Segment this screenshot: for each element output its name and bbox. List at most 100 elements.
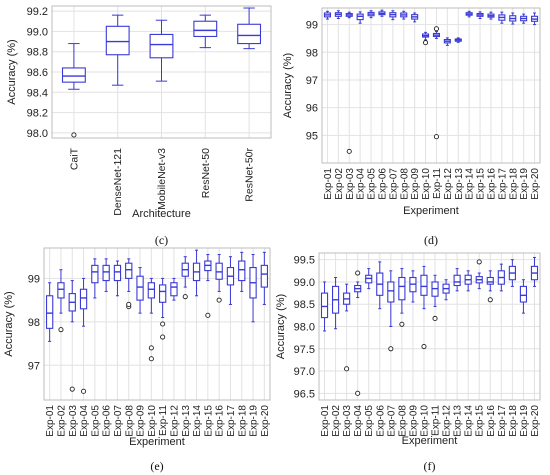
outlier-point: [346, 148, 352, 154]
x-tick-label: Exp-03: [345, 168, 356, 200]
x-tick-label: ResNet-50: [200, 148, 212, 198]
iqr-box: [102, 264, 110, 282]
iqr-box: [125, 262, 133, 279]
y-axis-label: Accuracy (%): [275, 294, 287, 359]
x-tick-label: Exp-13: [454, 168, 465, 200]
outlier-point: [487, 297, 493, 303]
x-tick-label: Exp-16: [215, 405, 226, 437]
iqr-box: [193, 20, 218, 38]
box-Exp-06: [376, 261, 384, 310]
x-tick-label: Exp-17: [497, 168, 508, 200]
x-tick-label: Exp-10: [421, 168, 432, 200]
x-tick-label: Exp-15: [203, 405, 214, 437]
outlier-point: [148, 356, 154, 362]
box-ResNet-50: [193, 14, 218, 49]
x-tick-label: Exp-02: [334, 168, 345, 200]
outlier-point: [388, 346, 394, 352]
box-Exp-09: [136, 267, 144, 314]
panel-c: 98.0 98.2 98.4 98.6 98.8 99.0 99.2 CaiT DenseNet…: [6, 5, 272, 247]
outlier-point: [81, 388, 87, 394]
y-tick-label: 96: [306, 103, 318, 115]
outlier-point: [422, 40, 429, 46]
y-tick-label: 99.0: [27, 26, 48, 38]
box-Exp-13: [454, 37, 462, 43]
x-tick-label: Exp-18: [237, 405, 248, 437]
box-Exp-06: [102, 258, 110, 292]
box-Exp-06: [378, 9, 386, 17]
x-tick-label: Exp-06: [102, 405, 113, 437]
box-ResNet-50r: [237, 7, 262, 50]
x-tick-label: Exp-11: [432, 168, 443, 199]
x-tick-label: Exp-16: [486, 405, 497, 437]
box-Exp-04: [354, 270, 362, 396]
box-Exp-13: [453, 268, 461, 292]
x-tick-label: Exp-07: [113, 405, 124, 437]
outlier-point: [160, 334, 166, 340]
panel-caption: (c): [155, 233, 168, 247]
x-axis-label: Experiment: [129, 436, 185, 448]
x-tick-label: Exp-04: [353, 405, 364, 437]
y-tick-label: 99.5: [294, 255, 315, 267]
box-Exp-16: [486, 270, 494, 303]
box-Exp-17: [497, 263, 505, 292]
x-axis-label: Experiment: [402, 435, 458, 447]
panel-caption: (d): [424, 233, 438, 247]
x-tick-label: Exp-01: [320, 405, 331, 437]
outlier-point: [433, 134, 440, 140]
y-tick-label: 98.5: [294, 299, 315, 311]
box-Exp-14: [465, 10, 473, 18]
x-tick-label: Exp-07: [388, 168, 399, 200]
x-tick-label: Exp-19: [519, 405, 530, 437]
y-tick-label: 97: [28, 360, 40, 372]
x-axis-label: Architecture: [132, 208, 191, 220]
box-Exp-08: [398, 268, 406, 327]
box-Exp-17: [498, 11, 506, 24]
x-tick-label: CaiT: [68, 147, 80, 170]
box-Exp-16: [215, 254, 223, 303]
x-tick-label: Exp-02: [56, 405, 67, 437]
x-tick-label: Exp-10: [419, 405, 430, 437]
plot-frame: [43, 247, 271, 401]
iqr-box: [260, 264, 269, 288]
outlier-point: [205, 312, 211, 318]
box-Exp-03: [68, 280, 76, 392]
y-tick-label: 96.5: [294, 388, 315, 400]
box-Exp-05: [91, 258, 99, 299]
iqr-box: [57, 282, 65, 299]
y-tick-label: 98: [306, 47, 318, 59]
x-tick-label: Exp-16: [486, 168, 497, 200]
box-MobileNet-v3: [149, 19, 174, 82]
box-Exp-17: [226, 256, 235, 305]
outlier-point: [148, 345, 154, 351]
x-tick-label: Exp-05: [90, 405, 101, 437]
iqr-box: [136, 275, 144, 301]
x-tick-label: Exp-14: [464, 405, 475, 437]
box-Exp-08: [125, 258, 133, 310]
x-tick-label: Exp-07: [386, 405, 397, 437]
box-Exp-11: [158, 277, 167, 340]
box-Exp-15: [476, 11, 484, 20]
outlier-point: [126, 301, 132, 308]
iqr-box: [387, 281, 395, 303]
y-tick-label: 98.2: [27, 108, 48, 120]
box-Exp-19: [519, 279, 528, 314]
box-Exp-02: [331, 277, 340, 330]
x-tick-label: Exp-08: [399, 168, 410, 200]
outlier-point: [69, 386, 75, 392]
x-tick-label: Exp-12: [442, 405, 453, 437]
iqr-box: [238, 260, 246, 282]
x-tick-label: Exp-12: [443, 168, 454, 200]
outlier-point: [433, 26, 440, 32]
iqr-box: [105, 25, 130, 56]
x-tick-label: Exp-19: [249, 405, 260, 437]
outlier-point: [355, 270, 361, 276]
x-tick-label: Exp-11: [158, 405, 169, 436]
box-Exp-16: [487, 11, 495, 20]
y-tick-label: 98.4: [27, 87, 48, 99]
outlier-point: [432, 315, 438, 322]
y-tick-label: 99: [28, 273, 40, 285]
panel-d: 95 96 97 98 99 Exp-01 Exp-02 Exp-03 Exp-04 Exp-05…: [282, 7, 541, 247]
iqr-box: [486, 276, 494, 285]
x-tick-label: Exp-01: [323, 168, 334, 200]
outlier-point: [182, 294, 188, 300]
